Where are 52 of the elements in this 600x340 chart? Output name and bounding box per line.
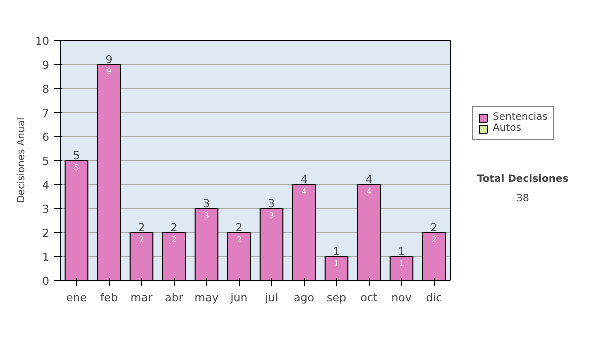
data-label: 2 [172, 236, 177, 244]
y-tick-label: 0 [42, 275, 50, 288]
data-label: 5 [74, 164, 80, 172]
total-label: 3 [203, 198, 210, 210]
total-label: 5 [73, 150, 80, 162]
y-tick-label: 2 [42, 227, 50, 240]
y-tick-label: 9 [42, 59, 50, 72]
data-label: 9 [106, 68, 112, 76]
x-tick-label: ago [294, 292, 315, 304]
text: Total Decisiones [477, 174, 569, 186]
legend-label: Sentencias [493, 112, 548, 123]
total-label: 2 [138, 222, 146, 234]
legend-label: Autos [493, 123, 522, 134]
total-label: 2 [430, 222, 438, 234]
total-label: 1 [398, 246, 406, 258]
x-tick-label: ene [66, 292, 88, 304]
total-label: 4 [366, 174, 373, 186]
y-tick-label: 6 [42, 131, 50, 144]
data-label: 1 [399, 260, 404, 268]
y-tick-label: 4 [42, 179, 50, 192]
x-tick-label: nov [392, 292, 412, 304]
y-tick-label: 7 [42, 107, 50, 120]
total-label: 9 [106, 54, 113, 66]
total-label: 2 [236, 222, 243, 234]
data-label: 2 [236, 236, 242, 244]
x-tick-label: dic [426, 292, 442, 304]
x-tick-label: mar [130, 292, 154, 304]
y-tick-label: 8 [42, 83, 50, 96]
y-tick-label: 10 [36, 35, 50, 48]
y-tick-label: 5 [42, 155, 50, 168]
total-label: 1 [333, 246, 340, 258]
data-label: 2 [139, 236, 144, 244]
total-label: 2 [170, 222, 178, 234]
x-tick-label: jun [230, 292, 248, 304]
x-tick-label: sep [327, 292, 347, 304]
y-tick-label: 3 [42, 203, 50, 216]
x-tick-label: feb [100, 292, 118, 304]
total-label: 4 [300, 174, 308, 186]
x-tick-label: jul [264, 292, 278, 304]
data-label: 3 [204, 212, 210, 220]
data-label: 4 [366, 188, 372, 196]
data-label: 1 [334, 260, 340, 268]
x-tick-label: abr [165, 292, 184, 304]
text: 38 [516, 194, 530, 205]
x-tick-label: may [194, 292, 220, 304]
y-tick-label: 1 [42, 251, 50, 264]
y-axis-title: Decisiones Anual [16, 118, 28, 204]
x-tick-label: oct [360, 292, 378, 304]
data-label: 2 [432, 236, 437, 244]
total-label: 3 [268, 198, 276, 210]
data-label: 4 [302, 188, 307, 196]
data-label: 3 [269, 212, 274, 220]
